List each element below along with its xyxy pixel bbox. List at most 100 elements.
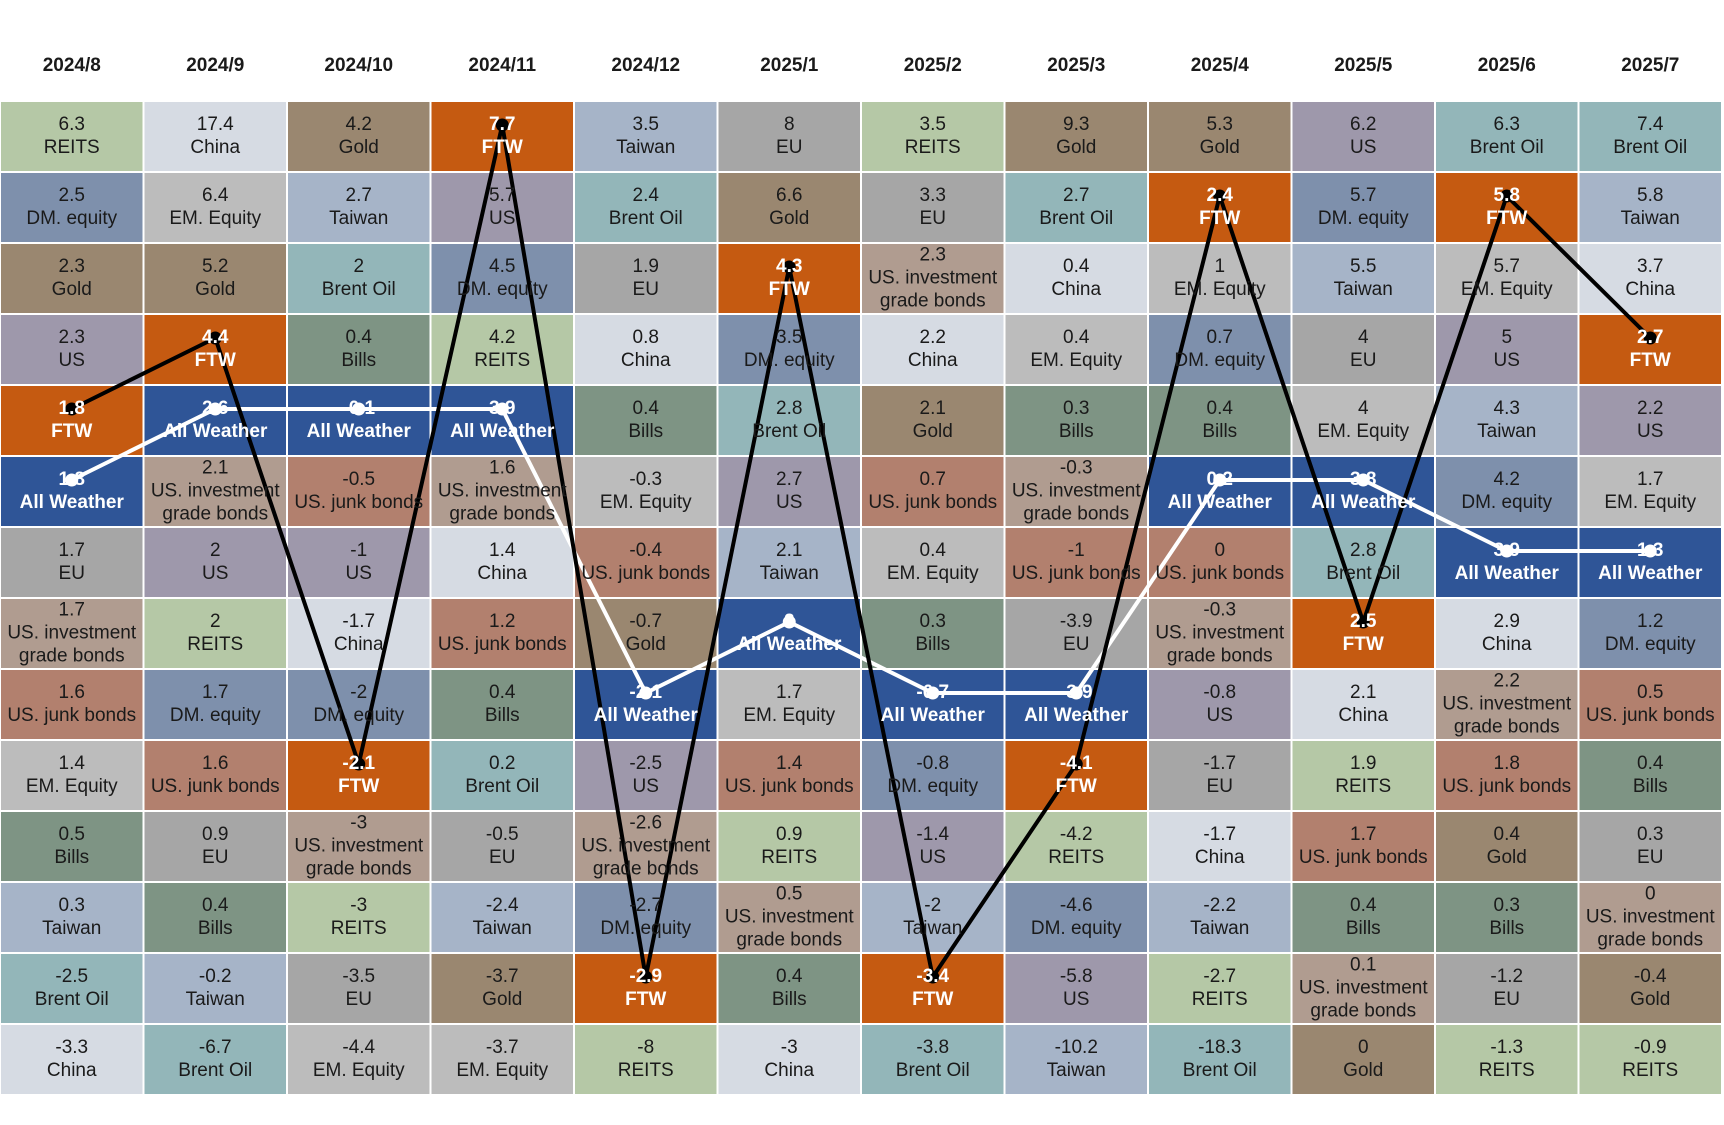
cell-value-label: 2.7 [1637, 327, 1663, 348]
cell-asset-label: Gold [1487, 847, 1527, 868]
cell-asset-label: US. investment [1299, 978, 1429, 999]
cell-asset-label: Taiwan [1047, 1060, 1106, 1081]
cell-asset-label: DM. equity [744, 350, 835, 371]
heatmap-cell [1147, 668, 1293, 741]
cell-value-label: -1.7 [342, 611, 375, 632]
cell-asset-label: US [920, 847, 946, 868]
cell-asset-label: US. junk bonds [1155, 563, 1284, 584]
cell-value-label: 1.4 [776, 753, 803, 774]
cell-asset-label: EM. Equity [1461, 279, 1553, 300]
cell-value-label: 4 [1358, 327, 1369, 348]
heatmap-cell [1290, 881, 1436, 954]
cell-value-label: -3.7 [486, 966, 519, 987]
cell-value-label: 0.3 [59, 895, 85, 916]
cell-asset-label: Gold [482, 989, 522, 1010]
cell-value-label: -1.7 [1203, 824, 1236, 845]
cell-value-label: -8 [637, 1037, 654, 1058]
cell-value-label: 1.6 [202, 753, 228, 774]
cell-value-label: 1.9 [1350, 753, 1376, 774]
heatmap-cell [1434, 384, 1580, 457]
cell-value-label: -2.7 [629, 895, 662, 916]
ftw-point [1069, 757, 1083, 771]
cell-value-label: 4.3 [1494, 398, 1520, 419]
cell-asset-label: US [59, 350, 85, 371]
cell-value-label: -3.5 [342, 966, 375, 987]
cell-asset-label: US [1207, 705, 1233, 726]
cell-asset-label: DM. equity [457, 279, 548, 300]
cell-value-label: -1.2 [1490, 966, 1523, 987]
cell-value-label: -0.4 [629, 540, 662, 561]
cell-value-label: 0.9 [202, 824, 228, 845]
cell-value-label: 5.8 [1637, 185, 1663, 206]
cell-asset-label: China [477, 563, 527, 584]
heatmap-cell [1003, 526, 1149, 599]
cell-asset-label: FTW [1056, 776, 1097, 797]
cell-asset-label: US. investment [294, 836, 424, 857]
cell-value-label: 0.4 [1063, 327, 1090, 348]
cell-value-label: 1.2 [489, 611, 515, 632]
cell-asset-label: US. investment [1012, 481, 1142, 502]
cell-value-label: 0.5 [1637, 682, 1663, 703]
heatmap-cell [1577, 597, 1723, 670]
cell-value-label: 5.7 [1494, 256, 1520, 277]
month-header: 2025/6 [1478, 55, 1536, 76]
heatmap-cell [429, 313, 575, 386]
cell-asset-label: Bills [1202, 421, 1237, 442]
cell-value-label: 1.8 [1494, 753, 1520, 774]
cell-asset-label: FTW [1199, 208, 1240, 229]
cell-value-label: 2.3 [920, 245, 946, 266]
cell-asset-label: US. junk bonds [1012, 563, 1141, 584]
cell-value-label: 5.7 [1350, 185, 1376, 206]
cell-asset-label: EM. Equity [313, 1060, 405, 1081]
cell-value-label: -3.7 [486, 1037, 519, 1058]
cell-value-label: 5.7 [489, 185, 515, 206]
cell-value-label: 0.1 [1350, 955, 1376, 976]
cell-asset-label: DM. equity [1174, 350, 1265, 371]
month-header: 2025/3 [1047, 55, 1105, 76]
heatmap-cell [1434, 242, 1580, 315]
heatmap-cell [1147, 384, 1293, 457]
heatmap-cell [286, 1023, 432, 1096]
cell-asset-label: EM. Equity [600, 492, 692, 513]
cell-asset-label: Taiwan [1477, 421, 1536, 442]
cell-asset-label: REITS [1048, 847, 1104, 868]
cell-asset-label: DM. equity [1031, 918, 1122, 939]
cell-value-label: 6.3 [1494, 114, 1520, 135]
cell-value-label: -1.3 [1490, 1037, 1523, 1058]
ftw-point [1356, 615, 1370, 629]
heatmap-cell [1577, 1023, 1723, 1096]
heatmap-cell [716, 455, 862, 528]
cell-value-label: 2.5 [59, 185, 85, 206]
cell-value-label: 1.7 [202, 682, 228, 703]
cell-asset-label: DM. equity [1461, 492, 1552, 513]
cell-value-label: 9.3 [1063, 114, 1089, 135]
cell-asset-label: China [190, 137, 240, 158]
cell-value-label: 2.2 [1637, 398, 1663, 419]
heatmap-cell [716, 810, 862, 883]
cell-value-label: 0.3 [920, 611, 946, 632]
cell-asset-label: US [202, 563, 228, 584]
cell-asset-label: DM. equity [1318, 208, 1409, 229]
heatmap-cell [286, 100, 432, 173]
heatmap-cell [1434, 313, 1580, 386]
cell-backgrounds [0, 100, 1723, 1096]
all-weather-point [1500, 544, 1514, 558]
cell-asset-label: US. investment [1155, 623, 1285, 644]
cell-value-label: 6.4 [202, 185, 229, 206]
cell-value-label: 1.7 [1350, 824, 1376, 845]
heatmap-cell [142, 1023, 288, 1096]
ftw-line [70, 123, 1652, 979]
cell-asset-label: EM. Equity [1174, 279, 1266, 300]
heatmap-cell [0, 171, 145, 244]
heatmap-cell [1434, 171, 1580, 244]
cell-asset-label: Gold [1200, 137, 1240, 158]
cell-value-label: 4.2 [346, 114, 372, 135]
month-header: 2024/11 [468, 55, 536, 76]
cell-asset-label: US. junk bonds [1299, 847, 1428, 868]
cell-asset-label: EU [59, 563, 85, 584]
cell-asset-label: US [489, 208, 515, 229]
heatmap-cell [860, 952, 1006, 1025]
heatmap-cell [860, 100, 1006, 173]
cell-asset-label: US. investment [7, 623, 137, 644]
heatmap-cell [429, 526, 575, 599]
